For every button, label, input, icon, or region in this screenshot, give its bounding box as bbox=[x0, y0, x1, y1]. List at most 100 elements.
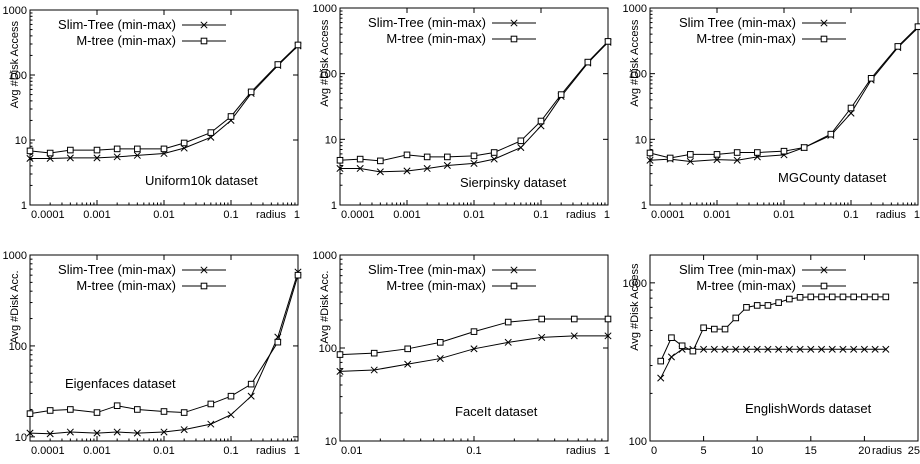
data-point bbox=[827, 130, 835, 138]
y-tick-label: 1000 bbox=[313, 3, 337, 15]
data-point bbox=[133, 151, 141, 159]
legend-marker bbox=[820, 282, 828, 290]
data-point bbox=[657, 357, 665, 365]
data-point bbox=[443, 161, 451, 170]
y-axis-label: Avg #Disk Access bbox=[629, 19, 641, 107]
data-point bbox=[160, 408, 168, 415]
data-point bbox=[732, 345, 740, 353]
data-point bbox=[160, 428, 168, 436]
data-point bbox=[687, 151, 694, 158]
data-point bbox=[403, 151, 411, 159]
data-point bbox=[247, 380, 255, 388]
data-point bbox=[490, 149, 498, 156]
data-point bbox=[46, 430, 54, 438]
data-point bbox=[227, 392, 235, 400]
legend-label: M-tree (min-max) bbox=[76, 33, 176, 48]
dataset-annotation: Sierpinsky dataset bbox=[460, 175, 567, 190]
data-point bbox=[557, 91, 565, 98]
y-axis-label: Avg #Disk Access bbox=[9, 20, 21, 108]
x-axis: 0.0001 0.001 0.01 0.1 1 radius bbox=[339, 8, 610, 221]
series-line bbox=[30, 45, 299, 159]
chart-panel-4: 0.0001 0.001 0.01 0.1 1 radius 10 100 1000 Avg #D… bbox=[3, 250, 302, 457]
legend-label: M-tree (min-max) bbox=[696, 278, 796, 293]
legend-marker bbox=[510, 19, 518, 27]
legend-label: M-tree (min-max) bbox=[386, 31, 486, 46]
data-point bbox=[180, 426, 188, 434]
data-point bbox=[370, 349, 378, 357]
data-point bbox=[517, 137, 525, 145]
x-tick-label: 20 bbox=[858, 445, 870, 457]
data-point bbox=[667, 353, 675, 361]
x-tick-label: 0.001 bbox=[83, 209, 111, 221]
data-point bbox=[377, 157, 384, 165]
data-point bbox=[180, 139, 188, 147]
x-tick-label: 0.01 bbox=[773, 209, 794, 221]
data-point bbox=[914, 23, 920, 30]
data-point bbox=[247, 88, 255, 96]
data-point bbox=[504, 338, 512, 346]
data-point bbox=[686, 157, 694, 166]
data-point bbox=[444, 153, 451, 161]
data-point bbox=[160, 145, 168, 153]
chart-panel-5: 0.01 0.1 1 radius 10 100 1000 Avg #Disk Acc. Sli… bbox=[313, 250, 612, 457]
legend: Slim Tree (min-max)M-tree (min-max) bbox=[679, 262, 846, 293]
legend-marker bbox=[820, 266, 828, 274]
legend: Slim-Tree (min-max)M-tree (min-max) bbox=[58, 17, 226, 48]
series-line bbox=[29, 44, 299, 154]
data-point bbox=[436, 355, 444, 363]
data-point bbox=[113, 153, 121, 161]
dataset-annotation: Uniform10k dataset bbox=[145, 173, 258, 188]
data-point bbox=[113, 402, 121, 410]
y-axis: 10 100 1000 Avg #Disk Acc. bbox=[313, 250, 608, 448]
series-line bbox=[649, 26, 919, 159]
data-point bbox=[850, 293, 857, 301]
data-point bbox=[882, 293, 890, 301]
data-point bbox=[764, 345, 772, 353]
data-point bbox=[537, 117, 545, 125]
data-point bbox=[711, 325, 718, 333]
y-tick-label: 1 bbox=[641, 200, 647, 212]
y-tick-label: 1000 bbox=[3, 5, 27, 17]
data-point bbox=[646, 149, 654, 157]
y-tick-label: 100 bbox=[319, 343, 337, 355]
data-point bbox=[404, 345, 411, 353]
legend-marker bbox=[200, 266, 208, 274]
data-point bbox=[733, 149, 741, 156]
series-slim-tree bbox=[26, 42, 302, 163]
data-point bbox=[26, 147, 34, 155]
y-tick-label: 100 bbox=[9, 341, 27, 353]
series-line bbox=[649, 27, 919, 162]
x-tick-label: 0.0001 bbox=[651, 209, 685, 221]
data-point bbox=[818, 293, 825, 301]
y-tick-label: 1 bbox=[331, 200, 337, 212]
data-point bbox=[839, 345, 847, 353]
dataset-annotation: FaceIt dataset bbox=[455, 404, 538, 419]
data-point bbox=[666, 154, 674, 162]
data-point bbox=[26, 410, 34, 417]
y-tick-label: 10 bbox=[325, 134, 337, 146]
data-point bbox=[775, 345, 783, 353]
legend-label: Slim Tree (min-max) bbox=[679, 262, 796, 277]
data-point bbox=[764, 302, 772, 309]
data-point bbox=[807, 345, 815, 353]
x-tick-label: 0.0001 bbox=[31, 209, 65, 221]
legend: Slim-Tree (min-max)M-tree (min-max) bbox=[368, 262, 536, 293]
data-point bbox=[678, 342, 686, 350]
data-point bbox=[753, 345, 761, 353]
data-point bbox=[796, 345, 804, 353]
data-point bbox=[604, 332, 612, 340]
data-point bbox=[871, 293, 879, 301]
dataset-annotation: MGCounty dataset bbox=[778, 170, 887, 185]
x-axis-label: radius bbox=[872, 445, 902, 457]
y-axis: 10 100 1000 Avg #Disk Acc. bbox=[3, 250, 298, 444]
data-point bbox=[336, 156, 344, 164]
x-tick-label: 5 bbox=[701, 445, 707, 457]
data-point bbox=[732, 314, 740, 322]
data-point bbox=[470, 152, 478, 160]
legend-marker bbox=[510, 282, 518, 290]
dataset-annotation: EnglishWords dataset bbox=[745, 401, 872, 416]
data-point bbox=[785, 345, 793, 353]
x-tick-label: 1 bbox=[604, 209, 610, 221]
